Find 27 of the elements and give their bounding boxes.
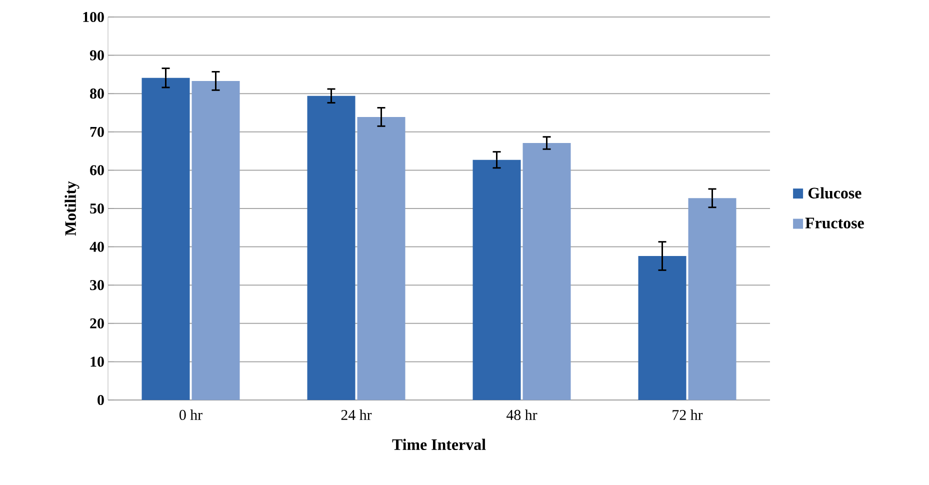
bar: [688, 198, 736, 400]
y-tick-label: 40: [90, 242, 104, 252]
y-tick-label: 80: [90, 88, 104, 99]
y-tick-label: 10: [90, 356, 104, 367]
x-axis-title: Time Interval: [392, 438, 486, 450]
y-tick-label: 50: [90, 203, 104, 214]
bar: [357, 116, 406, 400]
y-tick-label: 70: [90, 126, 104, 137]
bar: [307, 96, 356, 400]
bar: [192, 80, 240, 400]
x-tick-label: 0 hr: [179, 410, 202, 420]
legend-label: Fructose: [805, 218, 864, 228]
y-tick-label: 0: [98, 394, 104, 406]
bar: [472, 160, 521, 400]
x-tick-label: 72 hr: [672, 410, 703, 420]
bar: [142, 78, 190, 400]
y-tick-label: 30: [90, 280, 104, 290]
y-axis-title: Motility: [64, 181, 80, 236]
y-tick-label: 20: [90, 318, 104, 328]
y-tick-label: 90: [90, 50, 104, 60]
bar: [638, 256, 686, 400]
legend-label: Glucose: [808, 187, 862, 199]
bar: [522, 143, 571, 400]
y-tick-label: 60: [90, 165, 104, 176]
x-tick-label: 48 hr: [506, 410, 538, 420]
y-tick-label: 100: [83, 12, 104, 22]
x-tick-label: 24 hr: [341, 410, 372, 420]
